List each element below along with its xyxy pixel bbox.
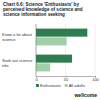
legend-swatch [36,84,39,87]
text-line: science information seeking [3,12,65,17]
chart: Chart 6.6: Science 'Enthusiasts' byperce… [0,0,100,100]
legend-swatch [65,84,68,87]
category-label: Seek out scienceinfo [2,58,33,68]
title: Chart 6.6: Science 'Enthusiasts' byperce… [3,2,83,17]
grid-line [95,24,96,76]
tick: 0 [35,76,38,82]
tick-label: 100 [92,77,99,82]
bar [36,37,67,45]
bar [36,63,50,71]
bars [36,29,87,72]
x-axis: 0 50 100 [35,76,99,82]
text-line: info [2,63,9,68]
bar [36,29,87,37]
tick-label: 50 [64,77,69,82]
tick: 50 [64,76,69,82]
logo: wellcome [73,92,97,98]
text-line: science [2,37,16,42]
tick: 100 [92,76,99,82]
bar [36,55,72,63]
tick-label: 0 [35,77,38,82]
baseline [36,24,37,76]
plot: 0 50 100 [35,24,99,82]
legend-label: All adults [69,83,85,88]
category-label: Know a lot aboutscience [2,32,33,42]
legend-label: Enthusiasts [40,83,61,88]
grid [36,24,95,76]
legend: Enthusiasts All adults [36,83,85,88]
